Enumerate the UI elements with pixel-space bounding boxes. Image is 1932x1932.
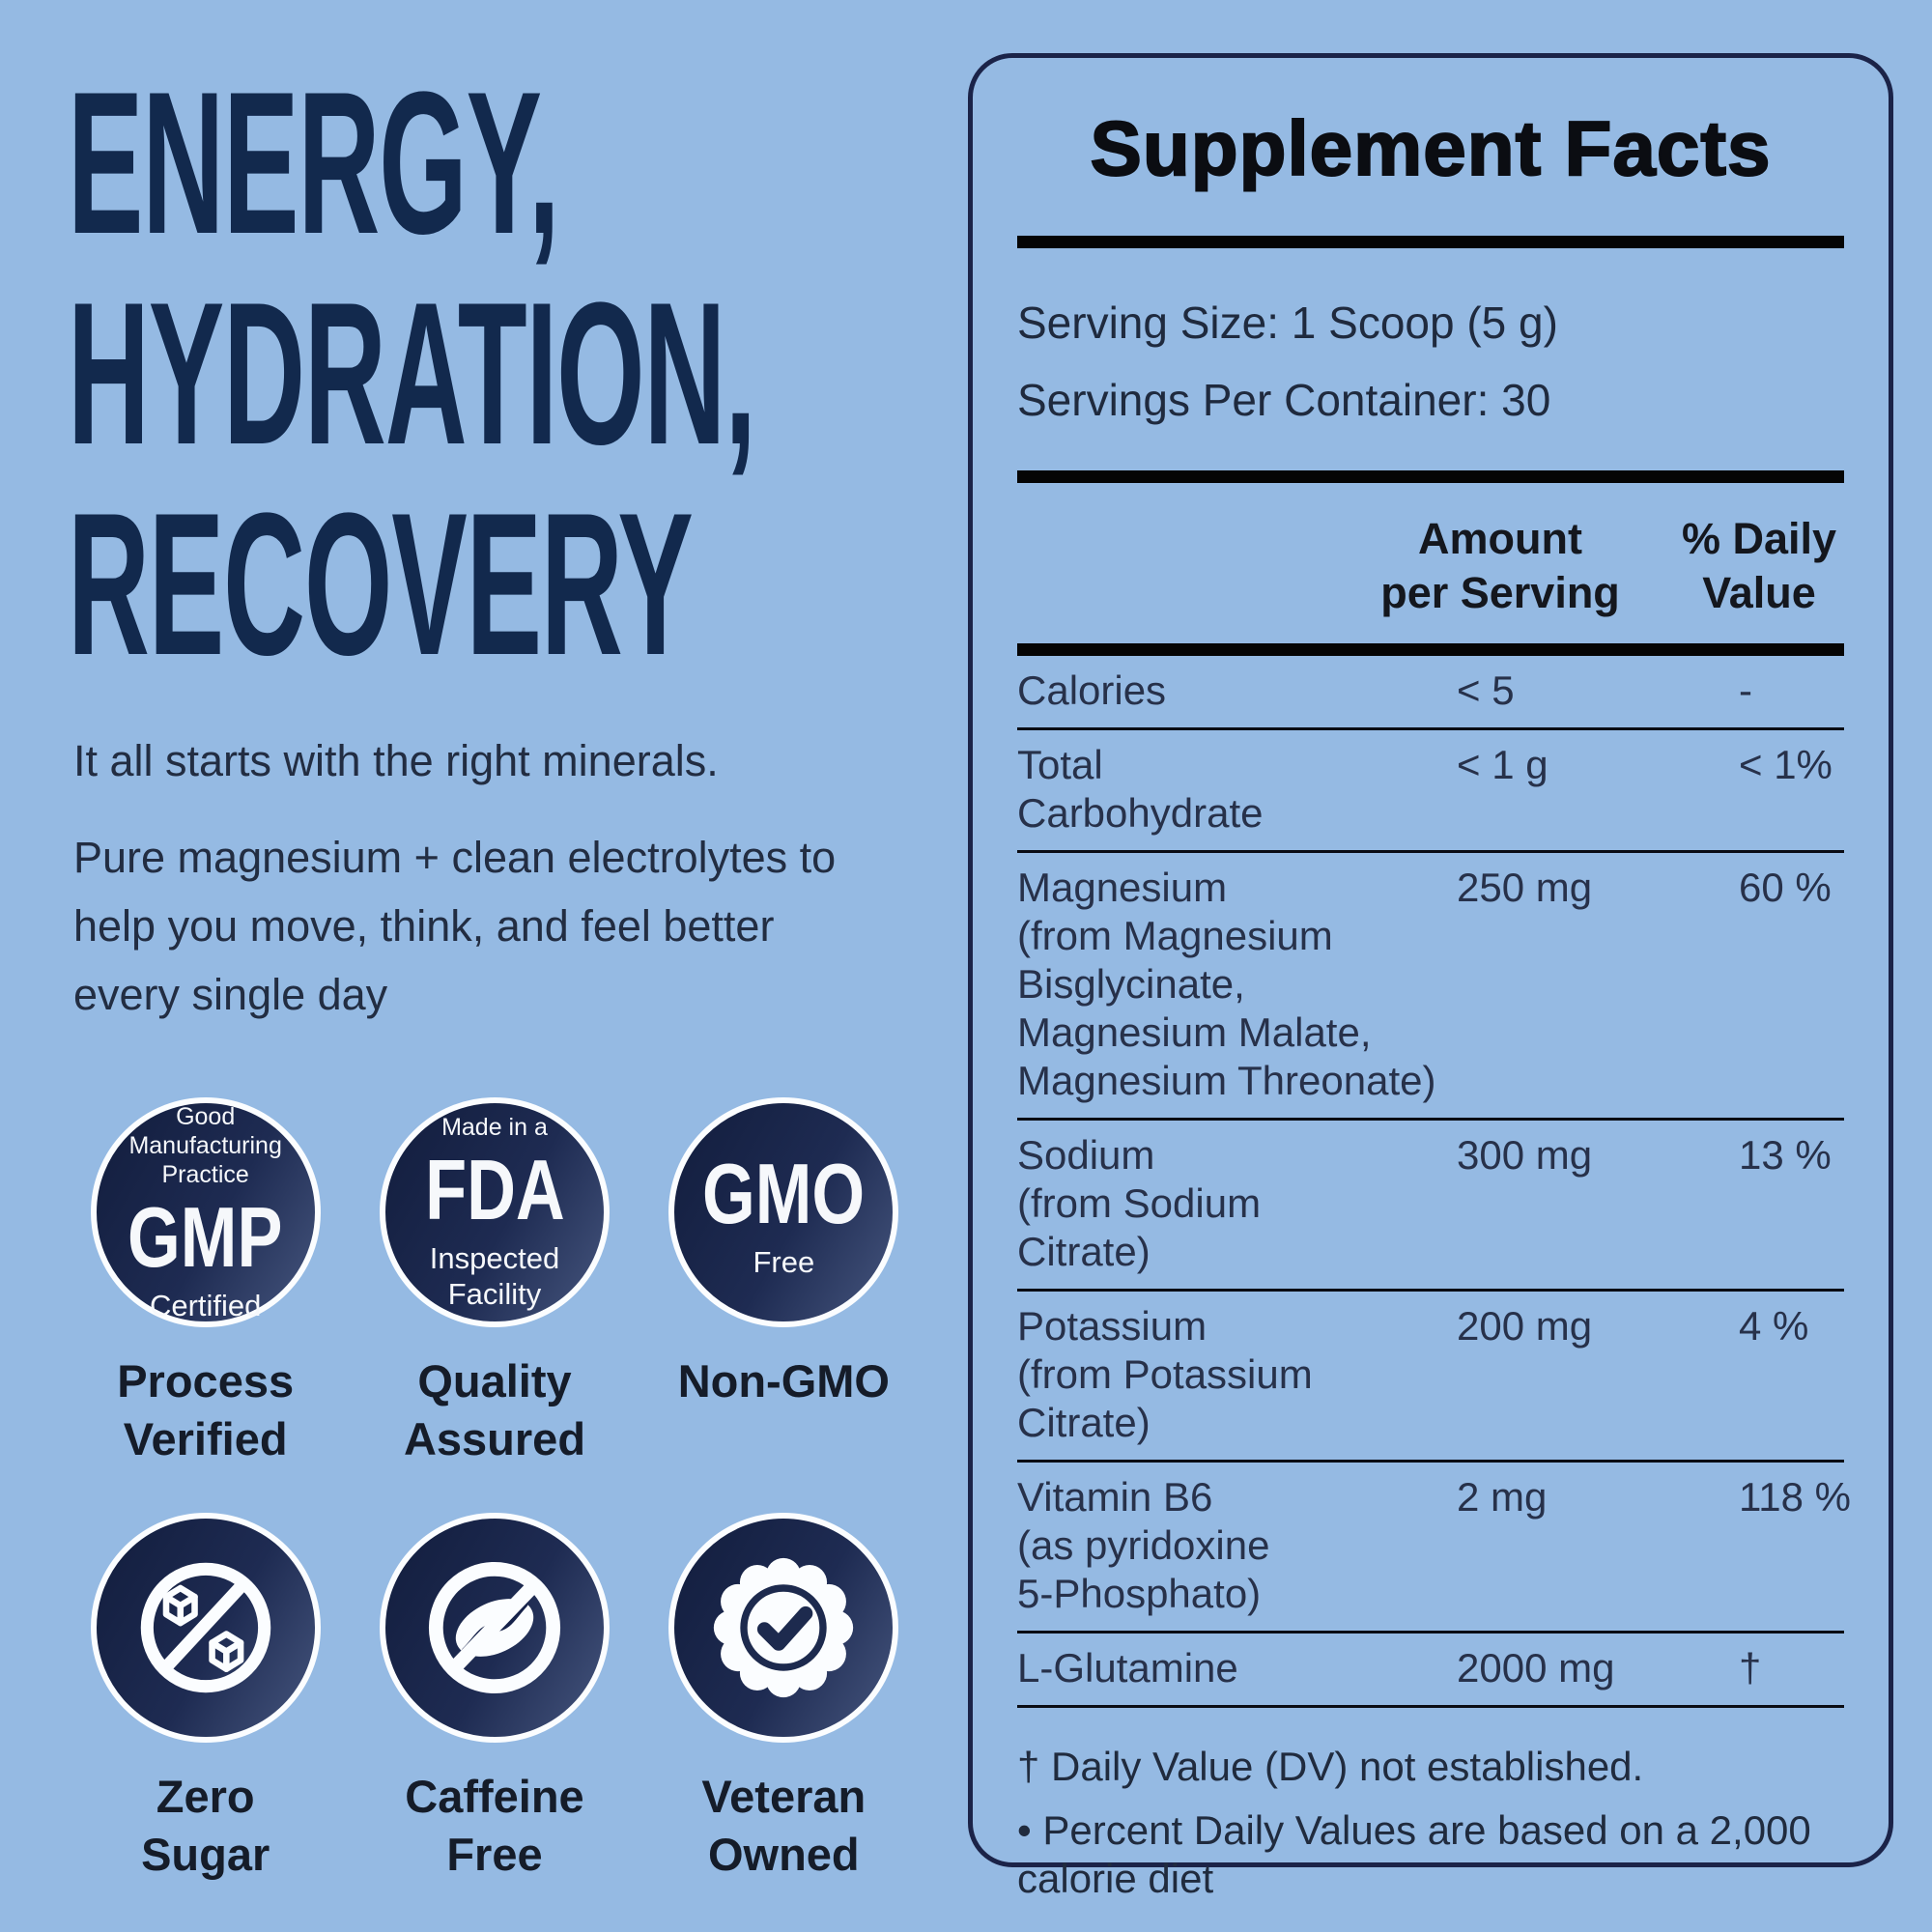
servings-per-container: Servings Per Container: 30	[1017, 375, 1551, 425]
headline-line-2: HYDRATION,	[68, 260, 756, 487]
gmo-main-text: GMO	[702, 1145, 866, 1241]
divider-thick	[1017, 470, 1844, 483]
description: Pure magnesium + clean electrolytes to h…	[73, 833, 837, 1019]
nutrient-daily-value: 60 %	[1739, 865, 1832, 910]
no-sugar-glyph	[140, 1562, 270, 1693]
badge-caption-veteran-owned: Veteran Owned	[701, 1771, 867, 1880]
nutrient-daily-value: †	[1739, 1645, 1762, 1690]
nutrient-name: Magnesium (from Magnesium Bisglycinate, …	[1017, 865, 1436, 1103]
headline-line-3: RECOVERY	[68, 470, 694, 697]
badge-caffeine-free: Caffeine Free	[358, 1513, 630, 1884]
badge-caption-quality-assured: Quality Assured	[403, 1355, 586, 1464]
supplement-facts-panel: Supplement Facts Serving Size: 1 Scoop (…	[968, 53, 1893, 1901]
nutrient-name: L-Glutamine	[1017, 1645, 1238, 1690]
table-row-l-glutamine: L-Glutamine 2000 mg †	[1017, 1631, 1844, 1705]
column-header-amount: Amount per Serving	[1380, 514, 1620, 617]
divider-thick	[1017, 236, 1844, 248]
nutrient-name: Calories	[1017, 668, 1167, 713]
fda-main-text: FDA	[424, 1142, 565, 1237]
table-row-total-carbohydrate: Total Carbohydrate < 1 g < 1%	[1017, 727, 1844, 850]
badge-zero-sugar: Zero Sugar	[70, 1513, 341, 1884]
nutrient-name: Total Carbohydrate	[1017, 742, 1264, 836]
nutrient-amount: 300 mg	[1457, 1132, 1593, 1178]
divider-thick	[1017, 643, 1844, 656]
badge-grid: Good Manufacturing Practice GMP Certifie…	[70, 1097, 920, 1884]
panel-title: Supplement Facts	[1089, 104, 1772, 192]
footnote-dv-not-established: † Daily Value (DV) not established.	[1017, 1744, 1644, 1789]
headline-line-1: ENERGY,	[68, 49, 560, 276]
nutrient-table: Calories < 5 - Total Carbohydrate < 1 g …	[1017, 656, 1851, 1705]
divider-thin	[1017, 1705, 1844, 1708]
nutrient-daily-value: 118 %	[1739, 1474, 1851, 1520]
badge-caption-process-verified: Process Verified	[117, 1355, 295, 1464]
fda-bottom-text: Inspected Facility	[429, 1241, 560, 1311]
veteran-seal-glyph	[714, 1557, 854, 1698]
badge-gmp: Good Manufacturing Practice GMP Certifie…	[70, 1097, 341, 1468]
nutrient-daily-value: 13 %	[1739, 1132, 1832, 1178]
table-row-vitamin-b6: Vitamin B6 (as pyridoxine 5-Phosphato) 2…	[1017, 1460, 1851, 1631]
serving-size: Serving Size: 1 Scoop (5 g)	[1017, 298, 1558, 348]
gmo-bottom-text: Free	[753, 1244, 815, 1279]
column-header-daily-value: % Daily Value	[1681, 514, 1837, 617]
nutrient-daily-value: 4 %	[1739, 1303, 1809, 1349]
nutrient-name: Vitamin B6 (as pyridoxine 5-Phosphato)	[1017, 1474, 1270, 1616]
nutrient-amount: < 5	[1457, 668, 1515, 713]
nutrient-amount: < 1 g	[1457, 742, 1548, 787]
gmp-main-text: GMP	[128, 1188, 283, 1285]
nutrient-daily-value: < 1%	[1739, 742, 1833, 787]
gmo-free-seal-icon: GMO Free	[668, 1097, 899, 1327]
no-caffeine-glyph	[428, 1561, 561, 1694]
table-header: Amount per Serving % Daily Value	[1017, 512, 1844, 620]
nutrient-name: Potassium (from Potassium Citrate)	[1017, 1303, 1313, 1445]
gmp-top-text: Good Manufacturing Practice	[128, 1102, 282, 1188]
badge-gmo: GMO Free Non-GMO	[648, 1097, 920, 1468]
nutrient-amount: 2 mg	[1457, 1474, 1548, 1520]
nutrient-name: Sodium (from Sodium Citrate)	[1017, 1132, 1262, 1274]
badge-caption-non-gmo: Non-GMO	[677, 1355, 890, 1406]
gmp-seal-icon: Good Manufacturing Practice GMP Certifie…	[90, 1097, 321, 1327]
no-sugar-icon	[90, 1513, 321, 1743]
no-caffeine-icon	[379, 1513, 610, 1743]
footnote-percent-daily-values: • Percent Daily Values are based on a 2,…	[1017, 1807, 1811, 1901]
veteran-seal-icon	[668, 1513, 899, 1743]
nutrient-amount: 2000 mg	[1457, 1645, 1615, 1690]
headline: ENERGY, HYDRATION, RECOVERY	[68, 49, 756, 697]
table-row-magnesium: Magnesium (from Magnesium Bisglycinate, …	[1017, 850, 1844, 1118]
table-row-sodium: Sodium (from Sodium Citrate) 300 mg 13 %	[1017, 1118, 1844, 1289]
nutrient-amount: 250 mg	[1457, 865, 1593, 910]
serving-info: Serving Size: 1 Scoop (5 g) Servings Per…	[1017, 297, 1844, 426]
nutrient-daily-value: -	[1739, 668, 1752, 713]
badge-veteran-owned: Veteran Owned	[648, 1513, 920, 1884]
badge-caption-zero-sugar: Zero Sugar	[141, 1771, 270, 1880]
table-row-calories: Calories < 5 -	[1017, 656, 1844, 727]
fda-top-text: Made in a	[441, 1114, 548, 1141]
table-row-potassium: Potassium (from Potassium Citrate) 200 m…	[1017, 1289, 1844, 1460]
nutrient-amount: 200 mg	[1457, 1303, 1593, 1349]
gmp-bottom-text: Certified	[149, 1288, 262, 1322]
footnotes: † Daily Value (DV) not established. • Pe…	[1017, 1743, 1844, 1903]
badge-caption-caffeine-free: Caffeine Free	[405, 1771, 584, 1880]
tagline: It all starts with the right minerals.	[73, 736, 719, 785]
fda-seal-icon: Made in a FDA Inspected Facility	[379, 1097, 610, 1327]
badge-fda: Made in a FDA Inspected Facility Quality…	[358, 1097, 630, 1468]
